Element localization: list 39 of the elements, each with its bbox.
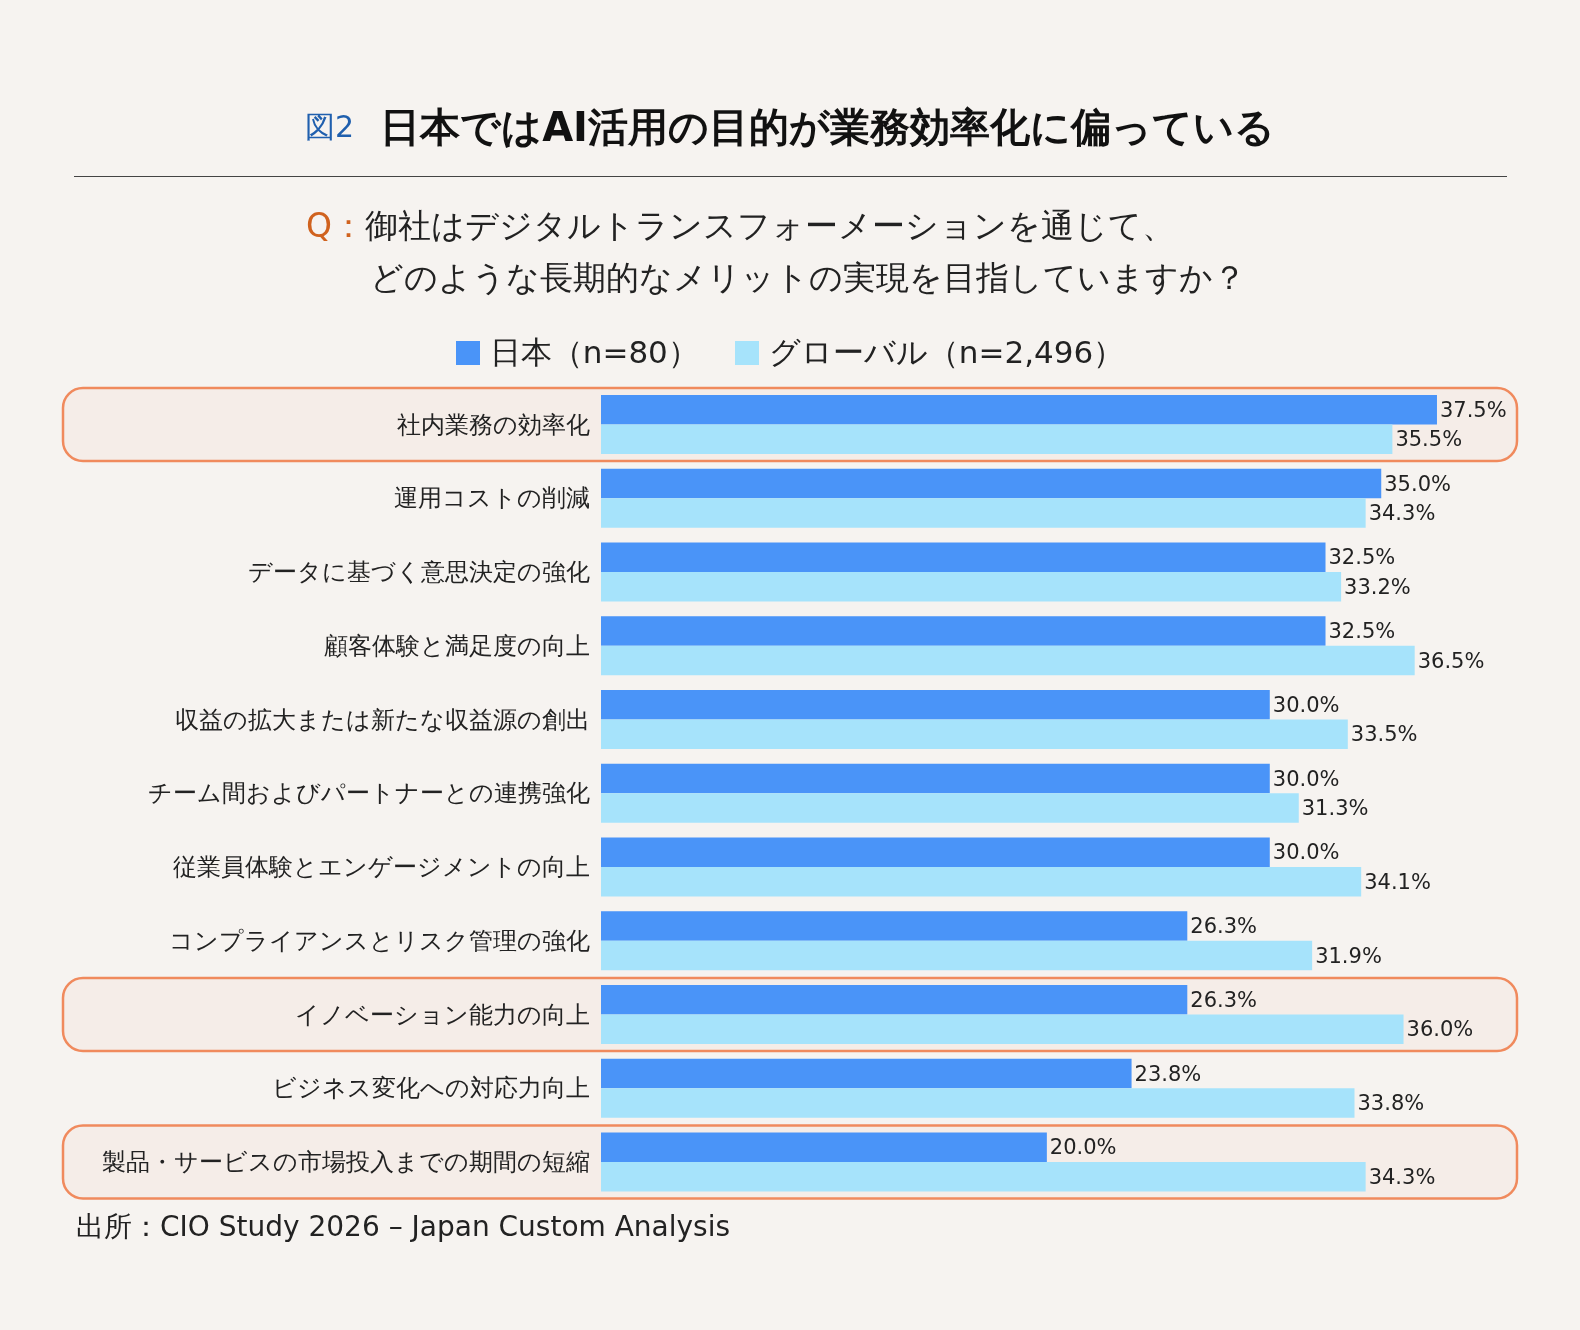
y-tick-label: 運用コストの削減 (394, 484, 590, 513)
data-label: 26.3% (1190, 987, 1258, 1012)
data-label: 31.9% (1315, 943, 1382, 968)
data-label: 32.5% (1328, 545, 1396, 570)
y-tick-label: 顧客体験と満足度の向上 (324, 631, 590, 660)
data-label: 34.3% (1368, 1164, 1436, 1189)
data-label: 35.5% (1395, 427, 1463, 452)
data-label: 34.1% (1364, 869, 1431, 894)
data-label: 32.5% (1328, 619, 1396, 643)
data-label: 30.0% (1272, 766, 1340, 791)
data-label: 33.8% (1357, 1091, 1425, 1115)
y-tick-label: 従業員体験とエンゲージメントの向上 (173, 853, 590, 881)
data-label: 26.3% (1190, 914, 1258, 938)
y-tick-label: 製品・サービスの市場投入までの期間の短縮 (102, 1148, 590, 1176)
chart-title: 日本ではAI活用の目的が業務効率化に偏っている (380, 104, 1275, 150)
data-label: 33.5% (1350, 722, 1418, 747)
y-tick-label: データに基づく意思決定の強化 (248, 558, 590, 586)
legend-label: 日本（n=80） (489, 334, 699, 370)
data-label: 23.8% (1134, 1061, 1202, 1086)
y-tick-label: 収益の拡大または新たな収益源の創出 (175, 705, 590, 734)
data-label: 31.3% (1301, 796, 1369, 820)
y-tick-label: 社内業務の効率化 (397, 410, 590, 439)
data-label: 34.3% (1368, 501, 1436, 525)
caption: 図2 (305, 109, 355, 144)
data-label: 36.0% (1406, 1017, 1474, 1042)
data-label: 20.0% (1049, 1135, 1117, 1160)
data-label: 33.2% (1344, 574, 1411, 599)
data-label: 30.0% (1272, 840, 1340, 865)
y-tick-label: イノベーション能力の向上 (295, 1000, 590, 1029)
legend-label: グローバル（n=2,496） (768, 334, 1125, 370)
data-label: 37.5% (1439, 397, 1507, 422)
data-label: 36.5% (1417, 648, 1485, 673)
data-label: 35.0% (1384, 471, 1451, 496)
y-tick-label: ビジネス変化への対応力向上 (272, 1074, 590, 1103)
chart-subtitle: Q：御社はデジタルトランスフォーメーションを通じて、どのような長期的なメリットの実現を目指していますか？ (306, 205, 1247, 299)
y-tick-label: チーム間およびパートナーとの連携強化 (148, 779, 590, 808)
text: 出所：CIO Study 2026 – Japan Custom Analysis (76, 1209, 731, 1245)
y-tick-label: コンプライアンスとリスク管理の強化 (169, 926, 590, 955)
data-label: 30.0% (1272, 692, 1340, 717)
